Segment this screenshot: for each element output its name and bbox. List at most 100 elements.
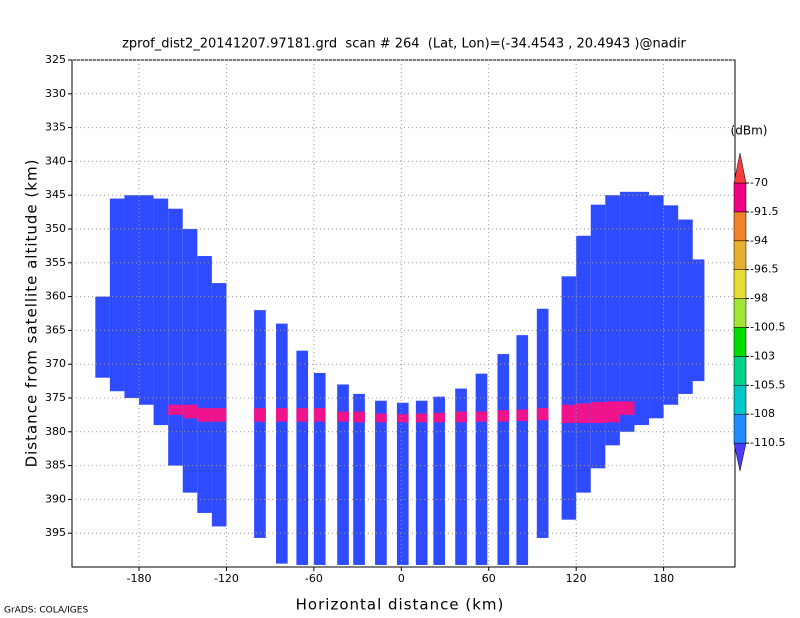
colorbar-triangle [733, 442, 747, 472]
profile-column [337, 384, 349, 565]
colorbar-triangle [733, 152, 747, 184]
y-tick-label: 385 [45, 459, 66, 472]
colorbar-label: -91.5 [750, 205, 778, 218]
profile-column [455, 388, 467, 565]
y-tick-label: 350 [45, 222, 66, 235]
profile-column [254, 310, 266, 538]
bright-band [619, 401, 635, 415]
profile-column [536, 308, 549, 538]
colorbar-label: (dBm) [731, 124, 768, 138]
y-axis-label: Distance from satellite altitude (km) [23, 159, 41, 468]
colorbar-label: -70 [750, 176, 768, 189]
colorbar-box [733, 269, 747, 299]
bright-band [433, 412, 446, 423]
bright-band [211, 408, 227, 422]
y-tick-label: 335 [45, 121, 66, 134]
profile-column [124, 195, 140, 398]
colorbar-box [733, 182, 747, 213]
y-tick-label: 375 [45, 391, 66, 404]
bright-band [455, 411, 467, 423]
colorbar-label: -108 [750, 407, 775, 420]
profile-column [353, 393, 365, 565]
bright-band [337, 411, 349, 422]
y-tick-label: 325 [45, 53, 66, 66]
chart-title: zprof_dist2_20141207.97181.grd scan # 26… [122, 37, 686, 52]
profile-column [415, 400, 428, 565]
bright-band [276, 408, 288, 422]
x-axis-label: Horizontal distance (km) [296, 596, 505, 614]
colorbar-box [733, 240, 747, 270]
y-tick-label: 355 [45, 256, 66, 269]
profile-column [619, 191, 635, 432]
profile-column [197, 256, 212, 513]
colorbar-box [733, 356, 747, 386]
profile-column [211, 283, 227, 527]
profile-column [576, 235, 591, 493]
bright-band [313, 408, 326, 422]
bright-band [590, 402, 606, 424]
colorbar-label: -96.5 [750, 263, 778, 276]
x-tick-label: -180 [127, 572, 152, 585]
footer: GrADS: COLA/IGES [4, 606, 88, 616]
bright-band [254, 408, 266, 422]
y-tick-label: 370 [45, 357, 66, 370]
profile-column [182, 229, 198, 493]
profile-column [276, 323, 288, 564]
profile-column [516, 335, 529, 565]
plot-area [95, 191, 705, 565]
colorbar-box [733, 211, 747, 242]
profile-column [678, 219, 693, 394]
profile-column [313, 372, 326, 565]
y-tick-label: 365 [45, 323, 66, 336]
profile-column [663, 205, 679, 405]
bright-band [197, 408, 212, 422]
x-tick-label: 120 [566, 572, 587, 585]
profile-column [649, 195, 664, 419]
bright-band [168, 404, 183, 415]
y-tick-label: 390 [45, 492, 66, 505]
x-tick-label: 180 [653, 572, 674, 585]
profile-column [634, 191, 650, 426]
y-tick-label: 345 [45, 188, 66, 201]
bright-band [536, 408, 549, 421]
profile-column [153, 198, 169, 426]
colorbar-label: -110.5 [750, 436, 785, 449]
colorbar-label: -103 [750, 349, 775, 362]
bright-band [182, 404, 198, 419]
profile-column [396, 402, 409, 565]
profile-column [689, 259, 705, 382]
profile-column [497, 354, 510, 565]
colorbar-label: -105.5 [750, 378, 785, 391]
bright-band [396, 414, 409, 423]
profile-column [95, 296, 110, 378]
bright-band [353, 411, 365, 423]
bright-band [475, 411, 488, 422]
colorbar-label: -98 [750, 292, 768, 305]
profile-column [433, 396, 446, 565]
x-tick-label: -120 [214, 572, 239, 585]
y-tick-label: 380 [45, 425, 66, 438]
x-tick-label: 60 [482, 572, 496, 585]
profile-column [375, 400, 387, 565]
y-tick-label: 330 [45, 87, 66, 100]
bright-band [296, 408, 309, 422]
colorbar-label: -94 [750, 234, 768, 247]
colorbar-box [733, 298, 747, 328]
bright-band [605, 401, 620, 423]
bright-band [516, 409, 529, 421]
profile-column [590, 204, 606, 469]
bright-band [375, 413, 387, 423]
colorbar-box [733, 385, 747, 415]
y-tick-label: 340 [45, 154, 66, 167]
colorbar-box [733, 327, 747, 357]
profile-column [605, 195, 620, 446]
profile-column [475, 373, 488, 565]
bright-band [497, 410, 510, 422]
profile-column [168, 208, 183, 466]
x-tick-label: 0 [398, 572, 405, 585]
colorbar-label: -100.5 [750, 321, 785, 334]
bright-band [576, 403, 591, 424]
bright-band [415, 413, 428, 423]
x-tick-label: -60 [305, 572, 323, 585]
